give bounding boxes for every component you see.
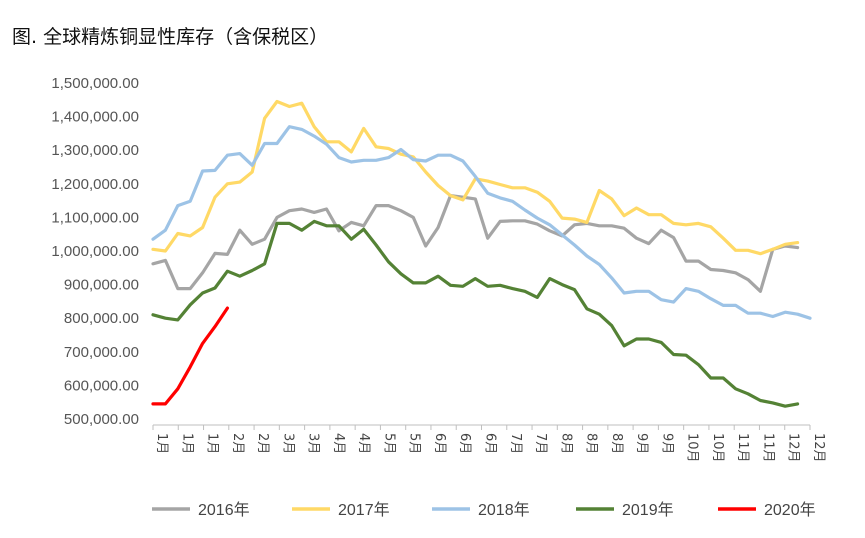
x-tick-label: 12月 [786, 433, 801, 463]
y-tick-label: 900,000.00 [64, 277, 139, 294]
legend[interactable]: 2016年 2017年 2018年 2019年 2020年 [152, 501, 816, 519]
x-tick-label: 1月 [154, 433, 169, 454]
x-tick-label: 1月 [179, 433, 194, 454]
y-tick-label: 1,000,000.00 [51, 243, 139, 260]
series-layer [151, 99, 812, 408]
x-tick-label: 8月 [558, 433, 573, 454]
legend-label: 2018年 [478, 501, 530, 519]
x-tick-label: 5月 [407, 433, 422, 454]
legend-item-2016[interactable]: 2016年 [152, 501, 250, 519]
y-tick-label: 1,500,000.00 [51, 75, 139, 92]
chart-title: 图. 全球精炼铜显性库存（含保税区） [12, 26, 329, 48]
x-tick-label: 2月 [230, 433, 245, 454]
legend-item-2017[interactable]: 2017年 [292, 501, 390, 519]
series-line-2016 [151, 194, 800, 293]
series-line-2020 [151, 306, 229, 406]
y-tick-label: 1,400,000.00 [51, 109, 139, 126]
x-tick-label: 9月 [659, 433, 674, 454]
x-tick-label: 1月 [205, 433, 220, 454]
y-tick-label: 700,000.00 [64, 344, 139, 361]
x-tick-label: 7月 [508, 433, 523, 454]
legend-item-2018[interactable]: 2018年 [432, 501, 530, 519]
x-tick-label: 10月 [685, 433, 700, 463]
y-tick-label: 1,200,000.00 [51, 176, 139, 193]
y-axis: 500,000.00 600,000.00 700,000.00 800,000.00… [51, 75, 139, 428]
x-tick-label: 2月 [255, 433, 270, 454]
series-line-2019 [151, 219, 800, 408]
x-tick-label: 5月 [381, 433, 396, 454]
x-tick-label: 10月 [710, 433, 725, 463]
x-tick-label: 4月 [331, 433, 346, 454]
y-tick-label: 1,100,000.00 [51, 209, 139, 226]
x-tick-label: 3月 [306, 433, 321, 454]
legend-item-2019[interactable]: 2019年 [576, 501, 674, 519]
x-tick-label: 12月 [811, 433, 826, 463]
x-tick-label: 8月 [584, 433, 599, 454]
y-tick-label: 1,300,000.00 [51, 142, 139, 159]
legend-label: 2019年 [622, 501, 674, 519]
x-tick-label: 7月 [533, 433, 548, 454]
legend-label: 2016年 [198, 501, 250, 519]
x-tick-label: 8月 [609, 433, 624, 454]
legend-label: 2020年 [764, 501, 816, 519]
y-tick-label: 600,000.00 [64, 377, 139, 394]
x-tick-label: 6月 [432, 433, 447, 454]
x-tick-label: 6月 [457, 433, 472, 454]
x-tick-label: 3月 [280, 433, 295, 454]
x-tick-label: 11月 [760, 433, 775, 463]
y-tick-label: 800,000.00 [64, 310, 139, 327]
x-tick-label: 4月 [356, 433, 371, 454]
x-tick-label: 6月 [483, 433, 498, 454]
x-axis: 1月 1月 1月 2月 2月 3月 3月 4月 4月 5月 5月 6月 6月 6月 7月 7月 8月 8月 8月 9月… [152, 424, 826, 463]
legend-item-2020[interactable]: 2020年 [718, 501, 816, 519]
x-tick-label: 11月 [735, 433, 750, 463]
x-tick-label: 9月 [634, 433, 649, 454]
legend-label: 2017年 [338, 501, 390, 519]
series-line-2018 [151, 125, 812, 320]
y-tick-label: 500,000.00 [64, 411, 139, 428]
